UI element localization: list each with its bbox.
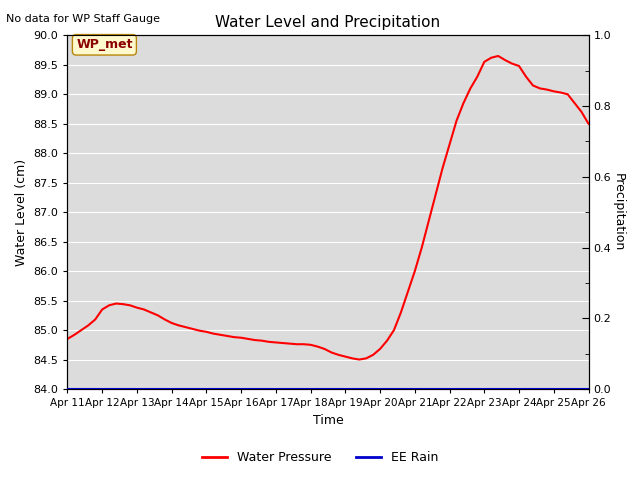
Text: WP_met: WP_met <box>76 38 132 51</box>
Y-axis label: Precipitation: Precipitation <box>612 173 625 252</box>
X-axis label: Time: Time <box>312 414 343 427</box>
Legend: Water Pressure, EE Rain: Water Pressure, EE Rain <box>196 446 444 469</box>
Title: Water Level and Precipitation: Water Level and Precipitation <box>216 15 440 30</box>
Text: No data for WP Staff Gauge: No data for WP Staff Gauge <box>6 14 161 24</box>
Y-axis label: Water Level (cm): Water Level (cm) <box>15 158 28 266</box>
